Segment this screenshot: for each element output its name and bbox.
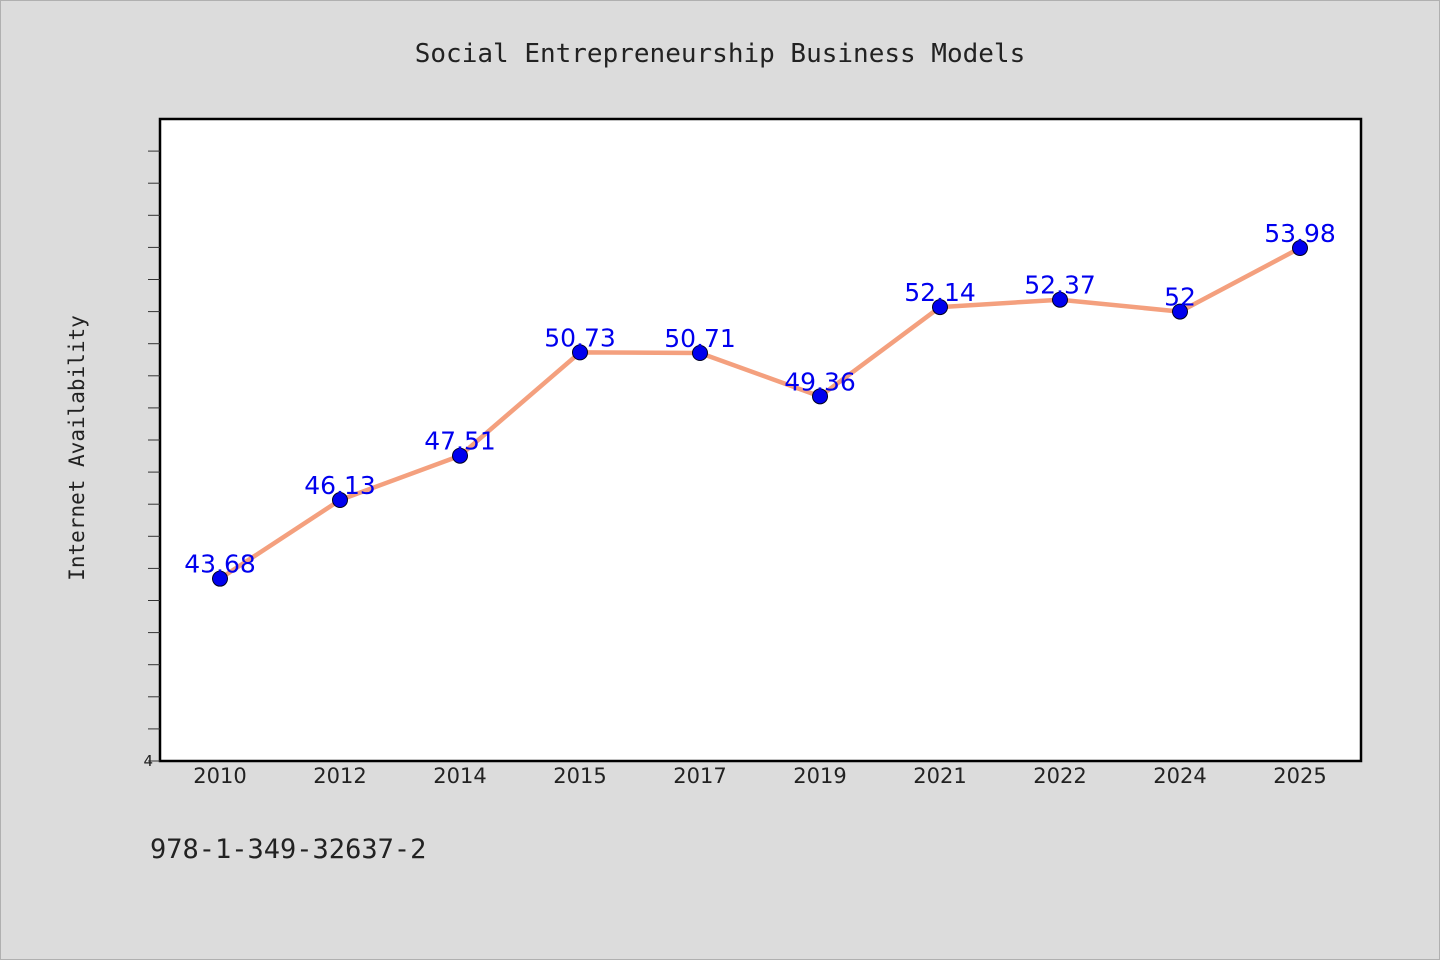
y-axis-label: Internet Availability [65, 315, 89, 581]
isbn-footer: 978-1-349-32637-2 [150, 834, 427, 865]
data-point [572, 344, 588, 361]
data-point [1172, 303, 1188, 320]
data-label: 52.37 [1024, 271, 1096, 300]
y-axis-ticks: 4 [143, 150, 160, 770]
x-tick-label: 2014 [433, 764, 486, 788]
data-point [1052, 291, 1068, 308]
series-group: 43.68 46.13 47.51 50.73 50.71 49.36 52.14 52.37… [184, 219, 1336, 587]
data-point [692, 345, 708, 362]
data-label: 52.14 [904, 278, 976, 307]
x-tick-label: 2012 [313, 764, 366, 788]
x-tick-label: 2010 [193, 764, 246, 788]
data-label: 46.13 [304, 471, 376, 500]
x-tick-label: 2024 [1153, 764, 1206, 788]
data-label: 49.36 [784, 367, 856, 396]
x-axis-ticks: 2010 2012 2014 2015 2017 2019 2021 2022 2024 2025 [193, 764, 1326, 788]
data-label: 43.68 [184, 550, 256, 579]
data-label: 47.51 [424, 427, 496, 456]
data-label: 50.73 [544, 323, 616, 352]
data-label: 50.71 [664, 324, 736, 353]
data-point [1292, 240, 1308, 257]
x-tick-label: 2022 [1033, 764, 1086, 788]
x-tick-label: 2019 [793, 764, 846, 788]
data-point [932, 299, 948, 316]
data-point [452, 447, 468, 464]
plot-area [158, 117, 1363, 763]
series-line [217, 245, 1303, 581]
x-tick-label: 2025 [1273, 764, 1326, 788]
data-label: 53.98 [1264, 219, 1336, 248]
data-point [332, 492, 348, 509]
data-label: 52 [1164, 283, 1196, 312]
data-point [212, 570, 228, 587]
data-point [812, 388, 828, 405]
y-tick-label: 4 [143, 752, 153, 770]
x-tick-label: 2015 [553, 764, 606, 788]
x-tick-label: 2017 [673, 764, 726, 788]
x-tick-label: 2021 [913, 764, 966, 788]
chart-title: Social Entrepreneurship Business Models [415, 39, 1025, 69]
